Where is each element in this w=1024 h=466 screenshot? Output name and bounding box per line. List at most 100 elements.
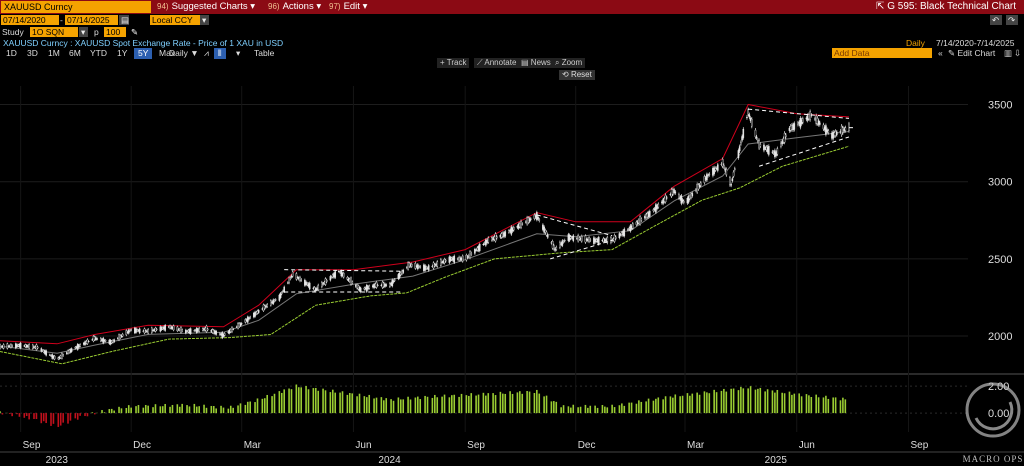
indicator-bar bbox=[1, 413, 4, 415]
candle-body bbox=[836, 131, 838, 135]
range-button-1d[interactable]: 1D bbox=[6, 48, 17, 58]
p-input[interactable]: 100 bbox=[104, 27, 126, 37]
watermark-swoosh bbox=[974, 401, 1014, 431]
indicator-bar bbox=[368, 394, 371, 414]
table-button[interactable]: Table bbox=[254, 48, 275, 58]
candle-body bbox=[844, 127, 847, 131]
range-button-6m[interactable]: 6M bbox=[69, 48, 81, 58]
indicator-bar bbox=[647, 398, 650, 414]
date-separator: - bbox=[60, 15, 63, 25]
ticker-input[interactable]: XAUUSD Curncy bbox=[1, 1, 151, 13]
indicator-bar bbox=[227, 408, 230, 414]
range-button-5y[interactable]: 5Y bbox=[134, 48, 153, 59]
y-tick-label: 2500 bbox=[988, 254, 1012, 266]
candle-body bbox=[780, 142, 782, 147]
indicator-bar bbox=[594, 405, 596, 414]
candle-body bbox=[732, 171, 735, 177]
chevron-down-icon[interactable]: ▾ bbox=[79, 27, 88, 37]
candle-body bbox=[618, 233, 621, 239]
indicator-bar bbox=[470, 393, 473, 414]
start-date-input[interactable]: 07/14/2020 bbox=[1, 15, 59, 25]
range-button-3d[interactable]: 3D bbox=[27, 48, 38, 58]
indicator-bar bbox=[596, 407, 599, 414]
indicator-bar bbox=[691, 393, 694, 414]
candle-body bbox=[40, 348, 43, 352]
indicator-bar bbox=[25, 413, 28, 417]
candle-body bbox=[652, 209, 655, 212]
zoom-tool[interactable]: ⌕ Zoom bbox=[552, 58, 586, 68]
indicator-bar bbox=[385, 398, 388, 414]
chart-type-icon[interactable]: ⩘ bbox=[204, 48, 209, 58]
candle-body bbox=[317, 284, 320, 291]
candle-body bbox=[300, 279, 303, 281]
top-toolbar: XAUUSD Curncy 94) Suggested Charts ▾ 96) A… bbox=[0, 0, 1024, 14]
collapse-icon[interactable]: « bbox=[938, 48, 943, 58]
range-button-max[interactable]: Max bbox=[159, 48, 176, 58]
indicator-bar bbox=[805, 394, 808, 414]
external-link-icon[interactable]: ⇱ bbox=[876, 1, 885, 12]
pencil-icon[interactable]: ✎ bbox=[131, 27, 139, 37]
candle-body bbox=[248, 317, 250, 320]
candle-body bbox=[740, 142, 742, 145]
indicator-bar bbox=[244, 404, 247, 414]
candle-type-icon[interactable]: ⫴ bbox=[214, 48, 226, 59]
indicator-bar bbox=[562, 405, 565, 414]
indicator-bar bbox=[120, 408, 123, 414]
indicator-bar bbox=[723, 388, 725, 414]
period-range: 7/14/2020-7/14/2025 bbox=[936, 38, 1015, 48]
edit-chart-button[interactable]: ✎ Edit Chart bbox=[944, 48, 999, 59]
download-icon[interactable]: ⇩ bbox=[1014, 48, 1022, 58]
annotate-tool[interactable]: ⟋ Annotate bbox=[474, 58, 520, 68]
x-tick-label: Mar bbox=[244, 440, 262, 451]
candle-body bbox=[776, 148, 779, 155]
candle-body bbox=[746, 117, 748, 119]
candle-body bbox=[79, 344, 81, 347]
candle-body bbox=[346, 277, 349, 280]
candle-body bbox=[288, 277, 290, 284]
indicator-bar bbox=[825, 395, 827, 414]
x-year-label: 2025 bbox=[765, 455, 788, 466]
chevron-down-icon[interactable]: ▾ bbox=[200, 15, 209, 25]
indicator-bar bbox=[757, 388, 759, 414]
candle-body bbox=[444, 260, 447, 262]
candle-body bbox=[402, 270, 405, 273]
range-button-1m[interactable]: 1M bbox=[48, 48, 60, 58]
end-date-input[interactable]: 07/14/2025 bbox=[65, 15, 118, 25]
study-select[interactable]: 1O SQN bbox=[30, 27, 78, 37]
news-label: News bbox=[530, 58, 551, 67]
layout-icon[interactable]: ▥ bbox=[1004, 48, 1013, 58]
indicator-bar bbox=[288, 388, 290, 414]
indicator-bar bbox=[307, 389, 310, 414]
candle-body bbox=[537, 216, 539, 220]
indicator-bar bbox=[74, 413, 77, 419]
candle-body bbox=[376, 284, 379, 286]
currency-select[interactable]: Local CCY bbox=[150, 15, 200, 25]
candle-body bbox=[682, 200, 685, 203]
frequency-select[interactable]: Daily ▼ bbox=[169, 48, 199, 58]
track-icon: + bbox=[440, 58, 445, 67]
news-tool[interactable]: ▤ News bbox=[518, 58, 554, 68]
reset-button[interactable]: ⟲ Reset bbox=[559, 70, 595, 80]
actions-menu[interactable]: 96) Actions ▾ bbox=[268, 1, 322, 12]
indicator-bar bbox=[749, 386, 752, 414]
indicator-tick-label: 0.00 bbox=[988, 408, 1009, 420]
indicator-bar bbox=[519, 391, 521, 414]
range-button-1y[interactable]: 1Y bbox=[117, 48, 128, 58]
add-data-input[interactable]: Add Data bbox=[832, 48, 932, 58]
chevron-down-icon[interactable]: ▾ bbox=[236, 48, 241, 58]
indicator-bar bbox=[630, 402, 633, 414]
indicator-bar bbox=[703, 391, 706, 414]
redo-icon[interactable]: ↷ bbox=[1006, 15, 1018, 25]
track-tool[interactable]: + Track bbox=[437, 58, 470, 68]
edit-menu[interactable]: 97) Edit ▾ bbox=[329, 1, 368, 12]
indicator-bar bbox=[465, 395, 468, 414]
candle-body bbox=[289, 277, 292, 280]
undo-icon[interactable]: ↶ bbox=[990, 15, 1002, 25]
indicator-bar bbox=[560, 407, 562, 414]
suggested-charts-menu[interactable]: 94) Suggested Charts ▾ bbox=[157, 1, 256, 12]
calendar-icon[interactable]: ▤ bbox=[119, 15, 130, 25]
indicator-bar bbox=[543, 396, 545, 414]
range-button-ytd[interactable]: YTD bbox=[90, 48, 107, 58]
